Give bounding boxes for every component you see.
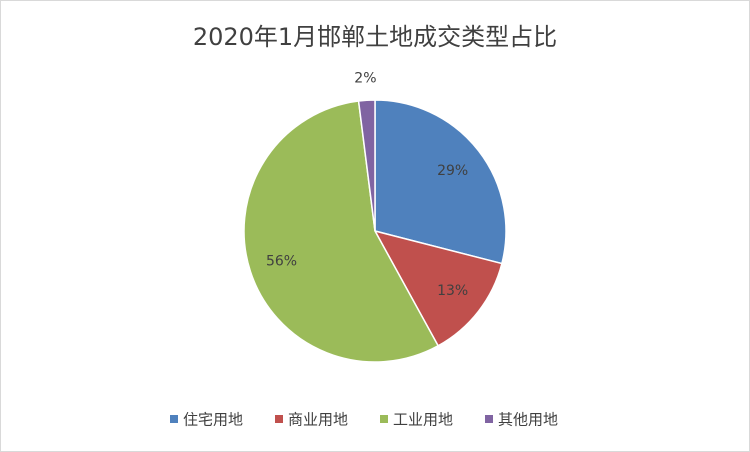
data-label: 2% — [354, 70, 376, 86]
pie-slice — [243, 100, 440, 363]
legend-swatch — [275, 415, 283, 423]
pie-slice — [373, 229, 503, 347]
legend-swatch — [170, 415, 178, 423]
legend-label: 商业用地 — [288, 411, 348, 429]
legend-label: 其他用地 — [498, 411, 558, 429]
legend-swatch — [485, 415, 493, 423]
pie-slice — [357, 99, 376, 232]
legend-label: 住宅用地 — [183, 411, 243, 429]
data-label: 13% — [437, 283, 468, 299]
data-label: 56% — [266, 253, 297, 269]
data-label: 29% — [437, 163, 468, 179]
chart-title: 2020年1月邯郸土地成交类型占比 — [193, 23, 557, 51]
legend-swatch — [380, 415, 388, 423]
legend-label: 工业用地 — [393, 411, 453, 429]
pie-slice — [374, 99, 507, 265]
